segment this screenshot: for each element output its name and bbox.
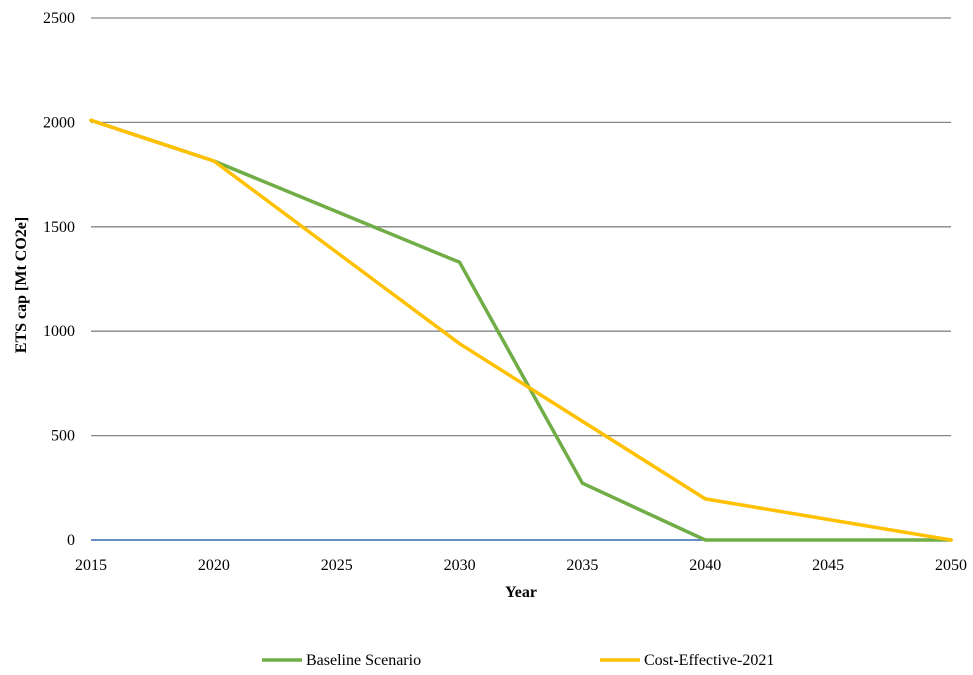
x-tick-label: 2030 — [444, 557, 476, 574]
x-tick-label: 2045 — [812, 557, 844, 574]
series-line-2 — [89, 118, 953, 542]
y-axis-title: ETS cap [Mt CO2e] — [13, 217, 30, 353]
gridlines — [91, 17, 951, 437]
x-tick-label: 2020 — [198, 557, 230, 574]
y-tick-label: 500 — [51, 428, 75, 445]
legend-label: Baseline Scenario — [306, 652, 421, 669]
series-lines — [89, 118, 953, 542]
x-tick-label: 2050 — [935, 557, 967, 574]
x-axis-tick-labels: 2015 2020 2025 2030 2035 2040 2045 2050 — [75, 557, 967, 574]
series-line-1 — [89, 118, 953, 542]
x-tick-label: 2035 — [566, 557, 598, 574]
y-tick-label: 2000 — [43, 114, 75, 131]
x-axis-title: Year — [505, 584, 537, 601]
y-tick-label: 2500 — [43, 10, 75, 27]
x-tick-label: 2040 — [689, 557, 721, 574]
y-tick-label: 1500 — [43, 219, 75, 236]
legend-label: Cost-Effective-2021 — [644, 652, 774, 669]
y-tick-label: 0 — [67, 532, 75, 549]
x-tick-label: 2025 — [321, 557, 353, 574]
legend: Baseline Scenario Cost-Effective-2021 — [262, 652, 774, 669]
y-tick-label: 1000 — [43, 323, 75, 340]
x-tick-label: 2015 — [75, 557, 107, 574]
y-axis-tick-labels: 0 500 1000 1500 2000 2500 — [43, 10, 75, 549]
